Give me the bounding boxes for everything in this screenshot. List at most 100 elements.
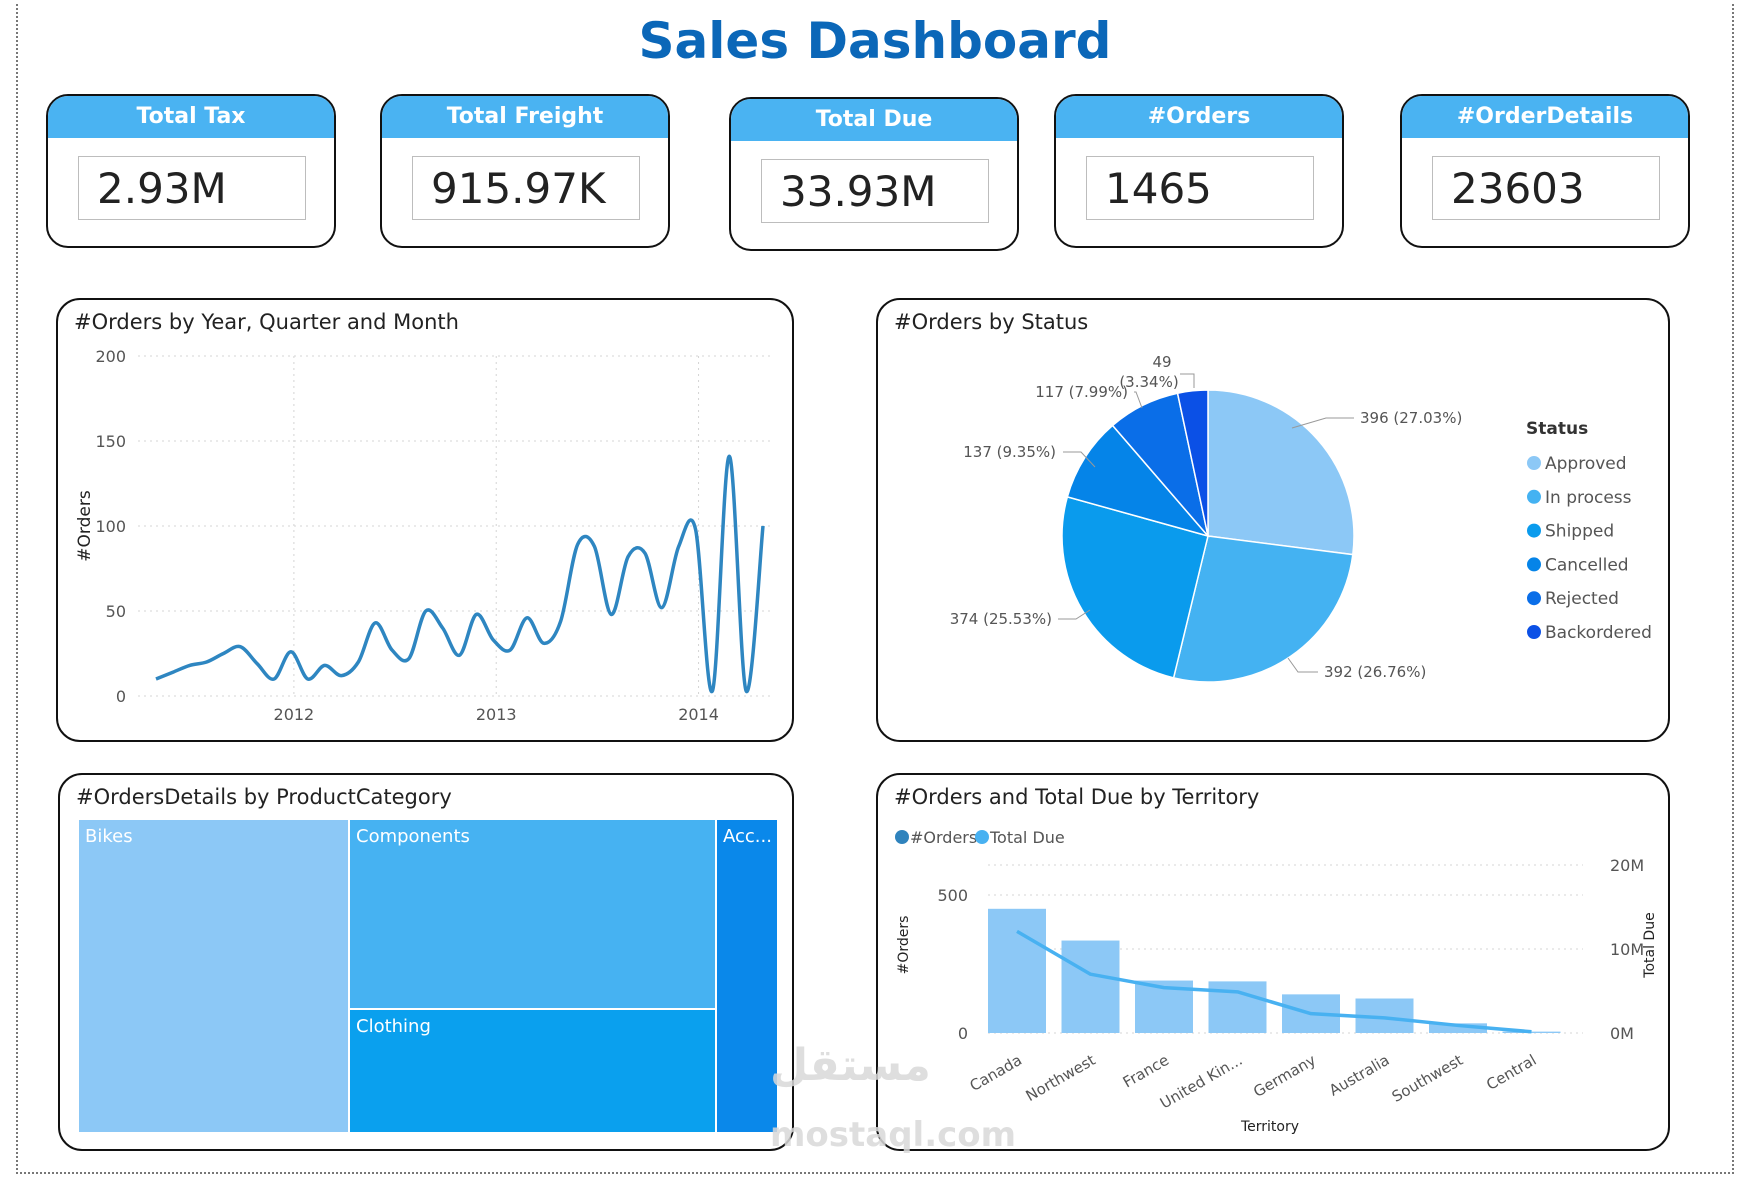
leader-line bbox=[1134, 391, 1143, 409]
kpi-total-tax: Total Tax 2.93M bbox=[46, 94, 336, 248]
kpi-label: Total Due bbox=[731, 99, 1017, 141]
orders-series-line bbox=[155, 454, 765, 693]
x-tick-label: 2012 bbox=[274, 705, 315, 724]
legend-title: Status bbox=[1526, 419, 1588, 439]
treemap-cell-clothing: Clothing bbox=[349, 1009, 716, 1133]
kpi-label: Total Freight bbox=[382, 96, 668, 138]
kpi-order-details: #OrderDetails 23603 bbox=[1400, 94, 1690, 248]
total-due-line bbox=[1016, 929, 1532, 1034]
legend-marker bbox=[1527, 489, 1541, 504]
x-tick-label: 2013 bbox=[476, 705, 517, 724]
page-title: Sales Dashboard bbox=[638, 12, 1112, 70]
kpi-orders: #Orders 1465 bbox=[1054, 94, 1344, 248]
x-tick-label: United Kin... bbox=[1157, 1051, 1246, 1113]
kpi-label: #OrderDetails bbox=[1402, 96, 1688, 138]
kpi-label: #Orders bbox=[1056, 96, 1342, 138]
kpi-value: 23603 bbox=[1432, 156, 1660, 220]
legend-label: Total Due bbox=[989, 828, 1065, 847]
y-tick-label: 50 bbox=[106, 602, 126, 621]
chart-title: #OrdersDetails by ProductCategory bbox=[76, 785, 452, 809]
data-label: 49 bbox=[1152, 353, 1171, 371]
y-axis-label: #Orders bbox=[896, 916, 912, 975]
legend-label: Backordered bbox=[1545, 623, 1652, 643]
bar bbox=[1502, 1031, 1561, 1033]
orders-status-pie-chart: 396 (27.03%) 392 (26.76%) 374 (25.53%) 137 … bbox=[950, 353, 1652, 683]
chart-title: #Orders by Year, Quarter and Month bbox=[74, 310, 459, 334]
treemap-cell-components: Components bbox=[349, 819, 716, 1009]
x-tick-label: 2014 bbox=[678, 705, 719, 724]
leader-line bbox=[1291, 417, 1354, 429]
product-category-treemap: Bikes Components Clothing Acc... bbox=[78, 819, 778, 1133]
data-label: (3.34%) bbox=[1119, 373, 1178, 391]
x-tick-label: Australia bbox=[1326, 1051, 1392, 1100]
pie-slice-cancelled bbox=[1066, 424, 1211, 538]
chart-title: #Orders and Total Due by Territory bbox=[894, 785, 1260, 809]
legend-label: In process bbox=[1545, 488, 1632, 508]
legend-marker bbox=[1527, 591, 1541, 606]
y-tick-label: 500 bbox=[937, 886, 968, 905]
x-tick-label: Germany bbox=[1250, 1051, 1319, 1101]
legend-marker bbox=[1527, 523, 1541, 538]
leader-line bbox=[1063, 451, 1096, 468]
data-label: 117 (7.99%) bbox=[1035, 383, 1128, 401]
leader-line bbox=[1058, 609, 1091, 620]
y2-axis-label: Total Due bbox=[1642, 912, 1658, 978]
treemap-cell-acc: Acc... bbox=[716, 819, 778, 1133]
bar bbox=[1061, 940, 1120, 1033]
legend-marker bbox=[1527, 456, 1541, 470]
data-label: 392 (26.76%) bbox=[1324, 663, 1426, 681]
treemap-label: Components bbox=[356, 826, 470, 847]
pie-slice-shipped bbox=[1061, 495, 1209, 679]
y-tick-label: 100 bbox=[95, 517, 126, 536]
pie-slice-approved bbox=[1207, 389, 1355, 556]
legend-label: Approved bbox=[1545, 454, 1627, 474]
y-tick-label: 0 bbox=[116, 687, 126, 706]
treemap-label: Acc... bbox=[723, 826, 772, 847]
x-tick-label: Central bbox=[1483, 1051, 1539, 1094]
kpi-total-freight: Total Freight 915.97K bbox=[380, 94, 670, 248]
legend-label: Shipped bbox=[1545, 522, 1614, 542]
watermark-arabic: مستقل bbox=[770, 1040, 931, 1091]
treemap-cell-bikes: Bikes bbox=[78, 819, 349, 1133]
treemap-label: Bikes bbox=[85, 826, 133, 847]
y2-tick-label: 0M bbox=[1610, 1024, 1634, 1043]
orders-line-chart: 0 50 100 150 200 #Orders 2012 2013 2014 bbox=[75, 347, 773, 724]
leader-line bbox=[1287, 657, 1318, 673]
y2-tick-label: 20M bbox=[1610, 856, 1644, 875]
x-tick-label: France bbox=[1120, 1051, 1172, 1092]
data-label: 137 (9.35%) bbox=[963, 443, 1056, 461]
kpi-value: 2.93M bbox=[78, 156, 306, 220]
legend-label: #Orders bbox=[910, 828, 977, 847]
y-tick-label: 150 bbox=[95, 432, 126, 451]
line-chart-card: #Orders by Year, Quarter and Month 0 50 10… bbox=[56, 298, 794, 742]
territory-combo-chart: #Orders Total Due 0M 10M 20M 0 500 #Orders Total… bbox=[895, 828, 1658, 1135]
pie-slice-in-process bbox=[1172, 535, 1354, 683]
combo-chart-card: #Orders and Total Due by Territory #Orde… bbox=[876, 773, 1670, 1151]
data-label: 396 (27.03%) bbox=[1360, 409, 1462, 427]
data-label: 374 (25.53%) bbox=[950, 610, 1052, 628]
y-tick-label: 0 bbox=[958, 1024, 968, 1043]
leader-line bbox=[1180, 373, 1195, 388]
watermark-latin: mostaql.com bbox=[770, 1115, 1017, 1155]
kpi-value: 915.97K bbox=[412, 156, 640, 220]
bar bbox=[1429, 1023, 1487, 1033]
pie-chart-card: #Orders by Status 396 (27.03%) 392 (26.76… bbox=[876, 298, 1670, 742]
x-tick-label: Northwest bbox=[1023, 1051, 1099, 1105]
legend-label: Cancelled bbox=[1545, 555, 1629, 575]
legend-marker bbox=[975, 830, 989, 844]
x-tick-label: Southwest bbox=[1389, 1051, 1466, 1106]
y2-tick-label: 10M bbox=[1610, 940, 1644, 959]
y-tick-label: 200 bbox=[95, 347, 126, 366]
legend-label: Rejected bbox=[1545, 589, 1619, 609]
treemap-card: #OrdersDetails by ProductCategory Bikes C… bbox=[58, 773, 794, 1151]
legend-marker bbox=[1527, 557, 1541, 572]
dashboard-frame bbox=[16, 4, 1734, 1174]
kpi-total-due: Total Due 33.93M bbox=[729, 97, 1019, 251]
treemap-label: Clothing bbox=[356, 1016, 431, 1037]
legend-marker bbox=[895, 830, 909, 844]
pie-slice-backordered bbox=[1176, 389, 1209, 537]
chart-title: #Orders by Status bbox=[894, 310, 1089, 334]
x-tick-label: Canada bbox=[967, 1051, 1025, 1095]
y-axis-label: #Orders bbox=[75, 490, 95, 562]
kpi-value: 33.93M bbox=[761, 159, 989, 223]
